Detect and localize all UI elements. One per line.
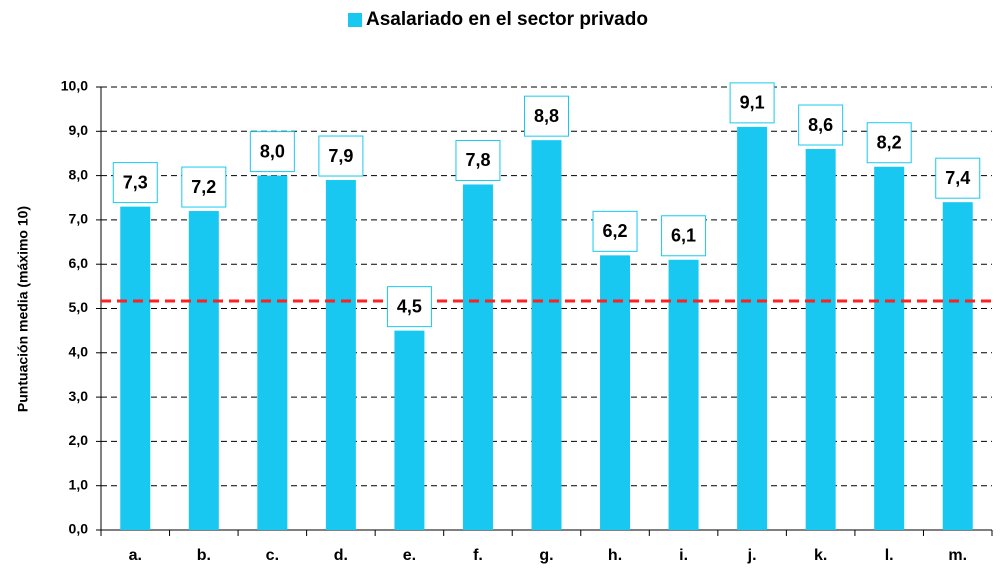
- x-tick-label: b.: [197, 547, 211, 564]
- value-label-box: [318, 135, 364, 177]
- value-label: 8,8: [534, 106, 559, 126]
- bar: [531, 140, 562, 530]
- y-tick-label: 4,0: [69, 344, 89, 360]
- y-tick-label: 7,0: [69, 211, 89, 227]
- value-label-box: [935, 157, 981, 199]
- value-label-box: [729, 82, 775, 124]
- value-label-box: [249, 131, 295, 173]
- value-label: 8,0: [260, 141, 285, 161]
- y-tick-label: 9,0: [69, 122, 89, 138]
- y-tick-label: 5,0: [69, 299, 89, 315]
- bar: [874, 166, 905, 531]
- y-axis-label: Puntuación media (máximo 10): [15, 206, 31, 412]
- value-label: 9,1: [740, 93, 765, 113]
- value-label: 7,2: [191, 177, 216, 197]
- x-tick-label: f.: [473, 547, 483, 564]
- bar: [805, 149, 836, 530]
- x-tick-label: h.: [608, 547, 622, 564]
- x-tick-label: e.: [403, 547, 416, 564]
- value-label: 6,2: [603, 221, 628, 241]
- bar: [942, 202, 973, 530]
- x-tick-label: d.: [334, 547, 348, 564]
- value-label: 7,8: [465, 150, 490, 170]
- x-tick-label: j.: [747, 547, 757, 564]
- bar: [120, 206, 151, 531]
- x-tick-label: k.: [814, 547, 827, 564]
- bar: [394, 330, 425, 530]
- bar: [462, 184, 493, 530]
- value-label: 7,3: [123, 172, 148, 192]
- value-label-box: [798, 104, 844, 146]
- value-label-box: [592, 210, 638, 252]
- x-tick-label: l.: [885, 547, 894, 564]
- value-label: 7,4: [945, 168, 970, 188]
- y-tick-label: 1,0: [69, 476, 89, 492]
- x-tick-label: a.: [129, 547, 142, 564]
- y-tick-label: 10,0: [61, 78, 88, 94]
- value-label-box: [866, 122, 912, 164]
- bar: [737, 126, 768, 531]
- x-tick-label: i.: [679, 547, 688, 564]
- y-tick-label: 3,0: [69, 388, 89, 404]
- x-tick-label: g.: [539, 547, 553, 564]
- y-tick-label: 0,0: [69, 521, 89, 537]
- value-label-box: [524, 95, 569, 137]
- x-tick-label: m.: [948, 547, 967, 564]
- legend-swatch: [348, 13, 362, 27]
- bar: [188, 211, 219, 531]
- y-tick-label: 8,0: [69, 166, 89, 182]
- bar: [325, 180, 356, 530]
- bar: [600, 255, 631, 530]
- value-label-box: [455, 139, 501, 181]
- value-label-box: [181, 166, 227, 208]
- value-label: 6,1: [671, 226, 696, 246]
- value-label: 8,6: [808, 115, 833, 135]
- y-tick-label: 6,0: [69, 255, 89, 271]
- x-tick-label: c.: [266, 547, 279, 564]
- value-label-box: [661, 215, 707, 257]
- value-label: 7,9: [328, 146, 353, 166]
- legend-label: Asalariado en el sector privado: [366, 9, 648, 30]
- value-label: 4,5: [397, 296, 422, 316]
- value-label-box: [386, 286, 432, 328]
- bar: [257, 175, 288, 530]
- y-tick-label: 2,0: [69, 432, 89, 448]
- bar: [668, 259, 699, 530]
- value-label-box: [112, 162, 158, 204]
- value-label: 8,2: [877, 132, 902, 152]
